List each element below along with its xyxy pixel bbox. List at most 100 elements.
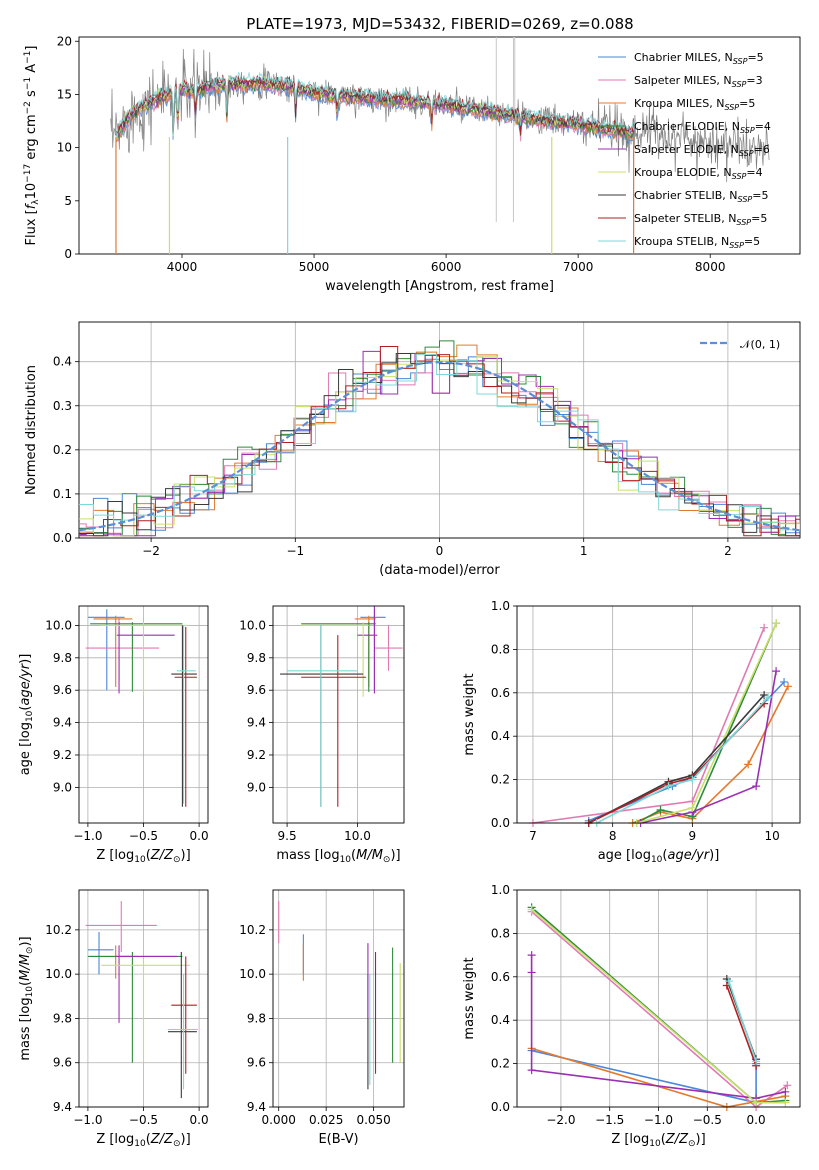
label-part: =3 <box>746 74 762 87</box>
mass-weight-line <box>588 694 765 824</box>
label-part: 10 <box>340 855 352 865</box>
x-tick-label: 10.0 <box>344 829 371 843</box>
data-point-marker <box>772 619 781 628</box>
label-part: Chabrier ELODIE, N <box>634 120 740 133</box>
y-tick-label: 0.6 <box>491 686 510 700</box>
label-part: ⊙ <box>688 1139 696 1149</box>
legend-item-label: Salpeter STELIB, NSSP=5 <box>634 212 767 227</box>
x-axis-label: Z [log10(Z/Z⊙)] <box>611 1132 705 1149</box>
mass-weight-line <box>640 670 777 824</box>
axes-frame <box>272 605 405 824</box>
data-point-marker <box>764 693 773 702</box>
x-tick-label: 0 <box>436 544 444 558</box>
x-tick-label: −2.0 <box>546 1113 575 1127</box>
x-tick-label: −2 <box>142 544 160 558</box>
label-part: ⊙ <box>383 855 391 865</box>
label-part: age [log <box>18 722 33 775</box>
label-part: s <box>24 90 39 101</box>
y-tick-label: 9.0 <box>53 780 72 794</box>
residual-histogram <box>79 344 800 537</box>
y-tick-label: 0.3 <box>53 399 72 413</box>
y-tick-label: 9.6 <box>247 683 266 697</box>
y-axis-label: Normed distribution <box>24 365 39 495</box>
y-tick-label: 0.8 <box>491 926 510 940</box>
x-axis-label: wavelength [Angstrom, rest frame] <box>325 279 554 294</box>
y-tick-label: 9.8 <box>53 651 72 665</box>
x-tick-label: 0.000 <box>262 1113 296 1127</box>
x-tick-label: −0.5 <box>129 829 158 843</box>
label-part: =5 <box>739 97 755 110</box>
y-tick-label: 10.0 <box>239 967 266 981</box>
y-tick-label: 0.6 <box>491 970 510 984</box>
label-part: 10 <box>25 986 35 998</box>
gaussian-curve <box>79 360 800 532</box>
mass-weight-line <box>726 985 757 1067</box>
label-part: )] <box>18 654 33 664</box>
legend-item-label: Kroupa STELIB, NSSP=5 <box>634 235 760 250</box>
label-part: −17 <box>23 164 33 183</box>
y-tick-label: 0.4 <box>491 729 510 743</box>
mass_vs_EBV-axes: 0.000 0.025 0.050 9.4 9.6 9.8 10.0 10.2 E(B-V) <box>239 889 405 1147</box>
y-tick-label: 9.4 <box>53 716 72 730</box>
x-tick-label: 6000 <box>431 260 462 274</box>
mass_vs_Z-axes: −1.0 −0.5 0.09.49.69.810.010.2Z [log10(Z/Z… <box>18 889 209 1149</box>
data-point-marker <box>781 1098 790 1107</box>
data-point-marker <box>527 905 536 914</box>
label-part: =5 <box>751 212 767 225</box>
label-part: erg cm <box>24 114 39 163</box>
label-part: 10 <box>24 183 39 200</box>
y-tick-label: 0.4 <box>491 1013 510 1027</box>
y-tick-label: 0.0 <box>491 816 510 830</box>
label-part: Salpeter MILES, N <box>634 74 732 87</box>
label-part: Kroupa STELIB, N <box>634 235 729 248</box>
label-part: )] <box>390 848 400 863</box>
x-tick-label: −0.5 <box>693 1113 722 1127</box>
residual-histogram <box>79 356 800 537</box>
label-part: ( <box>18 981 33 986</box>
label-part: SSP <box>733 57 748 66</box>
legend-item-label: Chabrier MILES, NSSP=5 <box>634 51 764 66</box>
y-tick-label: 9.4 <box>247 716 266 730</box>
axes-frame <box>516 889 801 1108</box>
axes-frame <box>78 605 209 824</box>
y-tick-label: 10.0 <box>45 618 72 632</box>
data-point-marker <box>656 805 665 814</box>
y-tick-label: 9.8 <box>247 651 266 665</box>
label-part: SSP <box>732 80 747 89</box>
y-tick-label: 0.2 <box>491 1057 510 1071</box>
x-tick-label: −0.5 <box>129 1113 158 1127</box>
data-point-marker <box>760 623 769 632</box>
y-tick-label: 9.6 <box>247 1056 266 1070</box>
label-part: )] <box>709 848 719 863</box>
x-tick-label: −1.0 <box>73 1113 102 1127</box>
label-part: )] <box>181 1132 191 1147</box>
label-part: ( <box>661 1132 666 1147</box>
mass-weight-line <box>588 703 765 824</box>
y-axis-label: mass weight <box>462 957 477 1039</box>
label-part: Z [log <box>611 1132 649 1147</box>
data-point-marker <box>784 682 793 691</box>
y-tick-label: 15 <box>57 87 72 101</box>
y-tick-label: 10.2 <box>239 923 266 937</box>
y-tick-label: 20 <box>57 34 72 48</box>
mass-weight-line <box>636 623 777 824</box>
data-point-marker <box>527 1066 536 1075</box>
x-tick-label: 0.025 <box>309 1113 343 1127</box>
y-tick-label: 0.2 <box>491 773 510 787</box>
label-part: SSP <box>732 172 747 181</box>
label-part: Chabrier MILES, N <box>634 51 733 64</box>
data-point-marker <box>724 977 733 986</box>
data-point-marker <box>527 968 536 977</box>
y-axis-label: Flux [fλ10−17 erg cm−2 s−1 A−1] <box>23 46 41 246</box>
residual-histogram <box>79 354 800 531</box>
y-tick-label: 10 <box>57 141 72 155</box>
x-tick-label: 5000 <box>299 260 330 274</box>
age_vs_Z-axes: −1.0 −0.5 0.09.09.29.49.69.810.0Z [log10(Z… <box>18 605 209 865</box>
legend-item-label: Kroupa MILES, NSSP=5 <box>634 97 755 112</box>
x-tick-label: −1.0 <box>644 1113 673 1127</box>
y-tick-label: 1.0 <box>491 883 510 897</box>
label-part: SSP <box>739 149 754 158</box>
y-tick-label: 9.0 <box>247 780 266 794</box>
label-part: =5 <box>747 51 763 64</box>
axes-frame <box>272 889 405 1108</box>
